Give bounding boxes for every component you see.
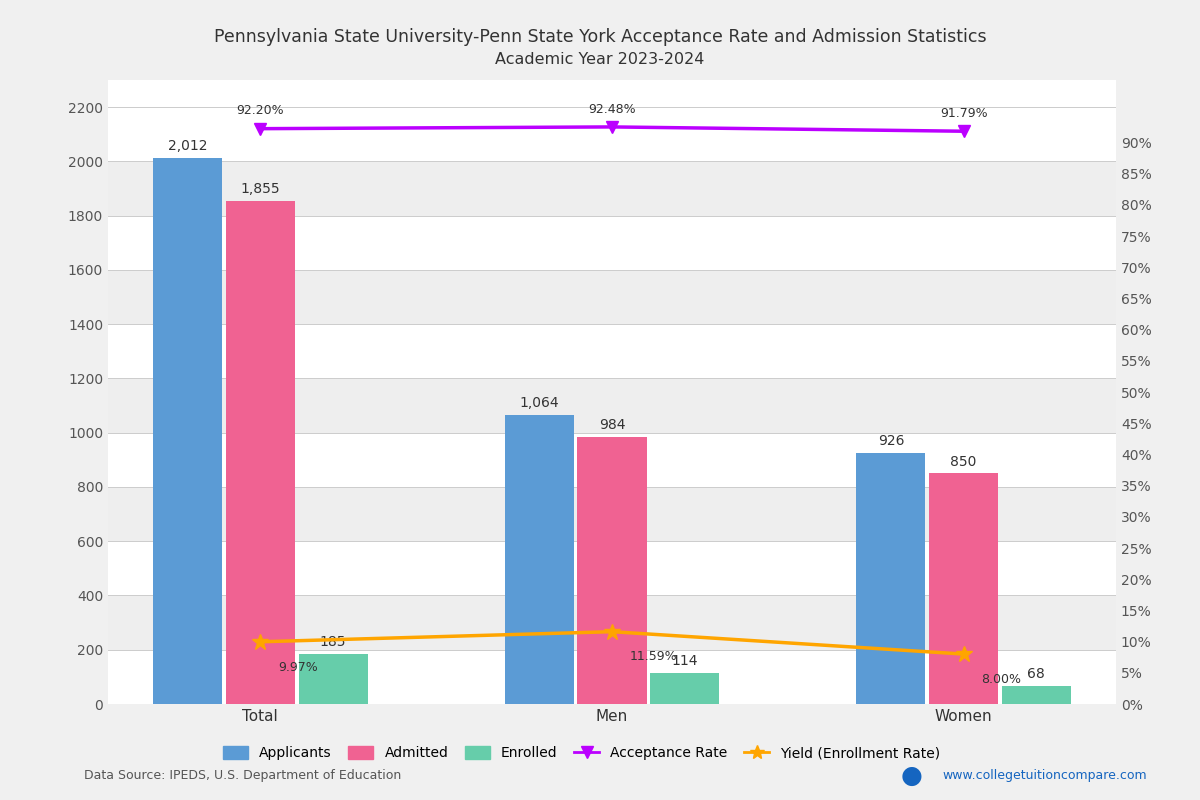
Bar	[108, 650, 1116, 704]
Text: 8.00%: 8.00%	[982, 673, 1021, 686]
Text: 92.20%: 92.20%	[236, 105, 284, 118]
Bar	[929, 474, 998, 704]
Text: ●: ●	[901, 764, 923, 788]
Bar	[108, 107, 1116, 162]
Text: 1,064: 1,064	[520, 397, 559, 410]
Text: Data Source: IPEDS, U.S. Department of Education: Data Source: IPEDS, U.S. Department of E…	[84, 770, 401, 782]
Bar	[108, 595, 1116, 650]
Bar	[299, 654, 367, 704]
Bar	[154, 158, 222, 704]
Bar	[108, 542, 1116, 595]
Bar	[108, 216, 1116, 270]
Text: Academic Year 2023-2024: Academic Year 2023-2024	[496, 52, 704, 67]
Bar	[577, 437, 647, 704]
Bar	[108, 162, 1116, 216]
Bar	[108, 433, 1116, 487]
Text: 926: 926	[877, 434, 905, 448]
Text: 92.48%: 92.48%	[588, 102, 636, 116]
Text: 185: 185	[319, 635, 347, 649]
Bar	[226, 201, 295, 704]
Text: 91.79%: 91.79%	[940, 107, 988, 120]
Text: 68: 68	[1027, 666, 1045, 681]
Bar	[108, 270, 1116, 324]
Bar	[108, 487, 1116, 542]
Bar	[108, 378, 1116, 433]
Text: 2,012: 2,012	[168, 139, 208, 154]
Text: 984: 984	[599, 418, 625, 432]
Bar	[108, 324, 1116, 378]
Bar	[505, 415, 574, 704]
Bar	[1002, 686, 1070, 704]
Text: 11.59%: 11.59%	[630, 650, 677, 663]
Text: 9.97%: 9.97%	[278, 661, 318, 674]
Legend: Applicants, Admitted, Enrolled, Acceptance Rate, Yield (Enrollment Rate): Applicants, Admitted, Enrolled, Acceptan…	[217, 741, 946, 766]
Bar	[650, 673, 719, 704]
Text: 1,855: 1,855	[240, 182, 280, 196]
Text: www.collegetuitioncompare.com: www.collegetuitioncompare.com	[942, 770, 1147, 782]
Text: 850: 850	[950, 454, 977, 469]
Bar	[857, 453, 925, 704]
Text: 114: 114	[672, 654, 698, 668]
Text: Pennsylvania State University-Penn State York Acceptance Rate and Admission Stat: Pennsylvania State University-Penn State…	[214, 28, 986, 46]
